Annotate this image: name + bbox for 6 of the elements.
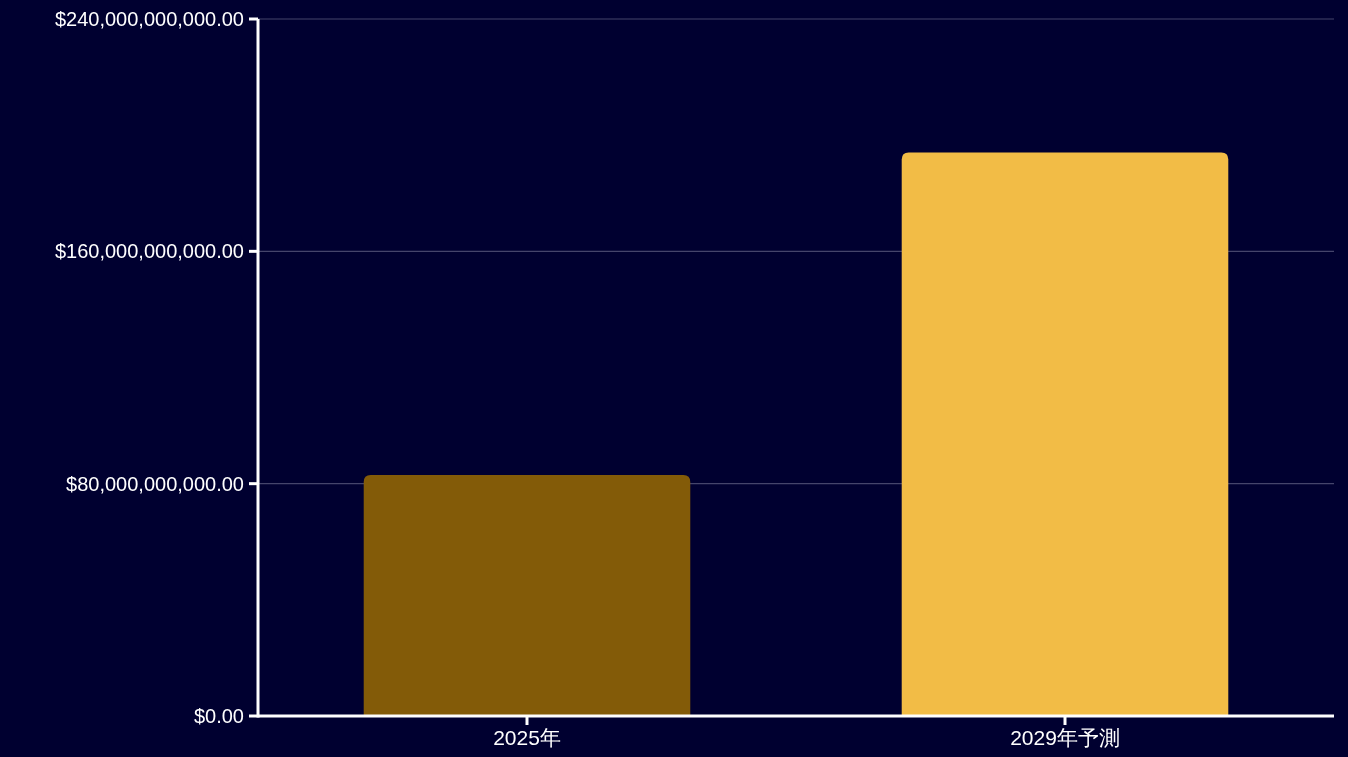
x-tick-label: 2025年 — [493, 726, 561, 749]
y-tick-label: $240,000,000,000.00 — [54, 8, 244, 30]
y-tick-label: $160,000,000,000.00 — [54, 240, 244, 263]
x-tick-label: 2029年予測 — [1010, 726, 1120, 749]
y-tick-label: $80,000,000,000.00 — [66, 472, 244, 495]
y-tick-label: $0.00 — [193, 705, 244, 727]
